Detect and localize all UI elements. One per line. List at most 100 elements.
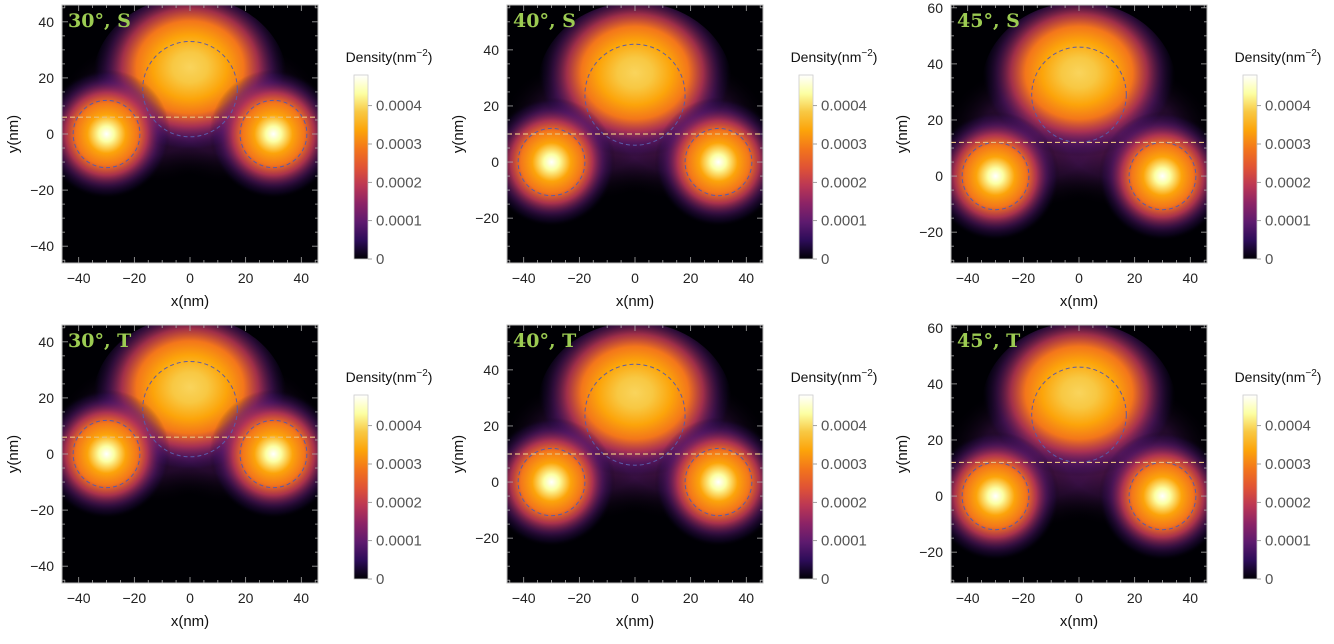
x-tick-label: −20 (1011, 270, 1035, 286)
density-blob-right (654, 417, 763, 547)
y-tick-label: 40 (483, 362, 499, 378)
y-axis-label: y(nm) (450, 115, 467, 153)
x-tick-label: 20 (238, 270, 254, 286)
dot-boundary-circle (584, 363, 686, 466)
y-tick-label: −40 (30, 238, 54, 254)
y-tick-label: 0 (491, 154, 499, 170)
density-blob-right (209, 389, 318, 519)
x-axis-label: x(nm) (1060, 613, 1098, 630)
x-tick-label: 40 (294, 590, 310, 606)
density-field (62, 325, 318, 519)
y-tick-label: 40 (927, 56, 943, 72)
y-tick-label: 20 (483, 98, 499, 114)
colorbar-tick-label: 0.0003 (821, 456, 867, 473)
x-tick-label: −40 (512, 270, 536, 286)
y-tick-label: −20 (30, 182, 54, 198)
density-blob-right (209, 69, 318, 199)
x-axis-label: x(nm) (1060, 293, 1098, 310)
colorbar-tick-label: 0.0002 (1265, 174, 1311, 191)
x-tick-label: 20 (683, 590, 699, 606)
y-tick-label: 20 (927, 112, 943, 128)
density-panel-6: −40 −20 0 20 40 −20 0 20 40 60 x(nm) y(nm) 45°, T Den… (894, 320, 1321, 630)
colorbar (1242, 74, 1258, 260)
colorbar (353, 394, 369, 580)
x-axis-label: x(nm) (171, 293, 209, 310)
colorbar-tick-label: 0 (1265, 571, 1273, 588)
y-tick-label: −20 (475, 210, 499, 226)
density-blob-left (951, 431, 1060, 561)
y-tick-label: 20 (483, 418, 499, 434)
x-tick-label: 20 (1127, 590, 1143, 606)
panel-label: 40°, T (513, 330, 576, 352)
colorbar-tick-label: 0.0001 (376, 213, 422, 230)
colorbar-tick-label: 0 (821, 571, 829, 588)
density-blob-left (507, 97, 616, 227)
x-tick-label: 0 (1075, 590, 1083, 606)
colorbar-tick-label: 0.0003 (1265, 456, 1311, 473)
x-axis-label: x(nm) (616, 293, 654, 310)
y-tick-label: 0 (935, 168, 943, 184)
colorbar-tick-label: 0.0004 (1265, 98, 1311, 115)
panel-label: 45°, S (957, 10, 1020, 32)
x-tick-label: 0 (186, 270, 194, 286)
x-tick-label: 40 (739, 270, 755, 286)
x-tick-label: −40 (512, 590, 536, 606)
density-field (951, 5, 1207, 241)
y-axis-label: y(nm) (450, 435, 467, 473)
colorbar-tick-label: 0.0003 (821, 136, 867, 153)
y-tick-label: −20 (475, 530, 499, 546)
x-tick-label: 0 (631, 270, 639, 286)
dot-boundary-circle (142, 40, 238, 138)
y-axis-label: y(nm) (894, 435, 911, 473)
dot-boundary-circle (142, 360, 238, 458)
x-tick-label: −40 (956, 270, 980, 286)
dot-boundary-circle (239, 99, 308, 169)
density-panel-4: −40 −20 0 20 40 −40 −20 0 20 40 x(nm) y(nm) 30°, T De… (5, 324, 432, 630)
colorbar-tick-label: 0.0001 (821, 213, 867, 230)
x-tick-label: −40 (67, 270, 91, 286)
y-tick-label: 0 (935, 488, 943, 504)
y-tick-label: −20 (919, 544, 943, 560)
panel-label: 30°, T (68, 330, 131, 352)
colorbar (798, 394, 814, 580)
colorbar-tick-label: 0.0003 (1265, 136, 1311, 153)
y-axis-label: y(nm) (5, 435, 22, 473)
density-blob-left (62, 69, 171, 199)
x-tick-label: 0 (1075, 270, 1083, 286)
y-tick-label: 0 (46, 126, 54, 142)
y-tick-label: −40 (30, 558, 54, 574)
x-tick-label: 0 (186, 590, 194, 606)
y-tick-label: 0 (46, 446, 54, 462)
x-tick-label: 20 (1127, 270, 1143, 286)
y-tick-label: 40 (483, 42, 499, 58)
density-field (507, 5, 763, 227)
colorbar-title: Density(nm−2) (1235, 48, 1322, 65)
density-panel-1: −40 −20 0 20 40 −40 −20 0 20 40 x(nm) y(nm) 30°, S De… (5, 4, 432, 310)
y-axis-label: y(nm) (894, 115, 911, 153)
colorbar-tick-label: 0.0001 (1265, 213, 1311, 230)
x-tick-label: −20 (567, 270, 591, 286)
dot-boundary-circle (1031, 366, 1127, 463)
colorbar-tick-label: 0.0002 (376, 494, 422, 511)
dot-boundary-circle (517, 447, 586, 517)
dot-boundary-circle (72, 419, 141, 489)
colorbar-tick-label: 0.0002 (821, 174, 867, 191)
x-tick-label: −20 (122, 270, 146, 286)
x-tick-label: −40 (67, 590, 91, 606)
density-field (62, 5, 318, 199)
colorbar-title: Density(nm−2) (1235, 368, 1322, 385)
dot-boundary-circle (584, 43, 686, 146)
colorbar-tick-label: 0.0002 (1265, 494, 1311, 511)
dot-boundary-circle (72, 99, 141, 169)
x-tick-label: 20 (238, 590, 254, 606)
x-tick-label: 40 (739, 590, 755, 606)
y-tick-label: 0 (491, 474, 499, 490)
x-tick-label: 40 (1183, 270, 1199, 286)
dot-boundary-circle (684, 447, 753, 517)
y-tick-label: 60 (927, 0, 943, 16)
colorbar-tick-label: 0.0004 (1265, 418, 1311, 435)
y-tick-label: 40 (927, 376, 943, 392)
y-tick-label: 20 (38, 390, 54, 406)
density-blob-right (1098, 111, 1207, 241)
